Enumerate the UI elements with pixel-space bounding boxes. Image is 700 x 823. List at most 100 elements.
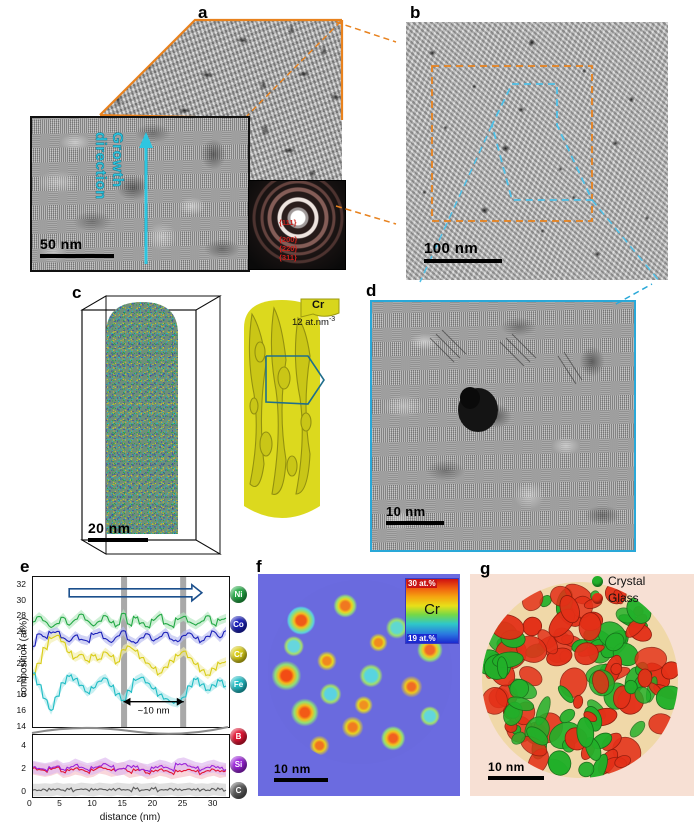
y-tick-label: 2: [21, 763, 26, 774]
panel-d-features: [429, 329, 583, 432]
glass-color-dot: [592, 592, 603, 604]
legend-item-crystal: Crystal: [592, 574, 645, 588]
legend-ball-label: B: [235, 732, 242, 741]
panel-f-letter: f: [256, 557, 262, 576]
panel-b-image: [406, 22, 668, 280]
cr-flag-label: Cr: [312, 299, 325, 311]
legend-ball-label: Ni: [234, 590, 243, 599]
phase-blob: [610, 662, 623, 675]
legend-ball-label: Si: [234, 760, 243, 769]
panel-e: e composition (at%) ~10 nm 14 16 18 20 22 24 2…: [0, 556, 252, 823]
phase-blob: [634, 686, 652, 704]
panel-c-letter: c: [72, 283, 82, 302]
cr-isosurface-value-text: 12 at.nm: [292, 317, 329, 329]
panel-a-diffraction-inset: {111} {200} {220} {311}: [248, 180, 346, 270]
panel-g: g Crystal Glass 10 nm: [464, 556, 700, 800]
phase-blob: [592, 670, 609, 694]
panel-a-scalebar-text: 50 nm: [40, 236, 83, 252]
panel-b-overlays: [419, 65, 661, 283]
y-tick-label: 18: [16, 689, 26, 700]
panel-d-letter: d: [366, 281, 377, 300]
phase-blob: [547, 750, 572, 776]
legend-ball-label: Co: [233, 620, 244, 629]
panel-d-image: [370, 300, 636, 552]
panel-c-scalebar-text: 20 nm: [88, 520, 131, 536]
phase-blob: [576, 717, 595, 748]
cube-edge-diag: [244, 19, 343, 119]
y-tick-label: 22: [16, 657, 26, 668]
chart-xticks: 0 5 10 15 20 25 30: [27, 798, 228, 812]
phase-blob: [526, 726, 549, 746]
panel-g-letter: g: [480, 559, 491, 578]
panel-g-legend: Crystal Glass: [592, 574, 645, 605]
legend-label-glass: Glass: [608, 591, 639, 605]
chart-upper-subplot: ~10 nm: [32, 576, 230, 728]
phase-blob: [559, 708, 576, 724]
phase-blob: [578, 612, 602, 641]
panel-a-scalebar: 50 nm: [40, 236, 114, 258]
y-tick-label: 24: [16, 642, 26, 653]
phase-blob: [661, 661, 678, 680]
panel-a-letter: a: [198, 3, 208, 22]
connector-a-to-b: [335, 21, 397, 225]
phase-blob: [578, 761, 595, 778]
phase-blob: [557, 685, 574, 703]
legend-ball-c: C: [230, 782, 247, 799]
legend-label-crystal: Crystal: [608, 574, 646, 588]
panel-f-scalebar-line: [274, 778, 328, 782]
connector-b-to-d: [615, 283, 653, 305]
direction-arrow-annotation: [68, 583, 204, 603]
panel-b-letter: b: [410, 3, 421, 22]
phase-blob: [637, 668, 653, 688]
panel-b: b 100 nm: [392, 0, 700, 285]
panel-g-scalebar-line: [488, 776, 544, 780]
chart-lower-subplot: [32, 734, 230, 798]
panel-b-inner-roi: [491, 83, 594, 201]
chart-legend: Ni Co Cr Fe B Si C: [230, 586, 252, 799]
legend-item-glass: Glass: [592, 591, 645, 605]
diffraction-ring-220: {220}: [279, 244, 298, 253]
panel-g-scalebar-text: 10 nm: [488, 760, 525, 774]
panel-c: c 20 nm: [58, 282, 358, 555]
legend-ball-label: C: [235, 786, 242, 795]
panel-a: a Growth direction: [0, 0, 350, 285]
panel-g-phase-map: [482, 582, 678, 778]
phase-blob: [496, 656, 508, 679]
y-tick-label: 30: [16, 594, 26, 605]
panel-b-outer-roi: [431, 65, 593, 222]
panel-b-scalebar-text: 100 nm: [424, 240, 479, 257]
panel-c-apt-box: [80, 295, 222, 555]
y-tick-label: 0: [21, 786, 26, 797]
colorbar-min-label: 19 at.%: [407, 634, 437, 643]
spacing-annotation: ~10 nm: [123, 697, 184, 717]
y-tick-label: 26: [16, 626, 26, 637]
panel-d-scalebar: 10 nm: [386, 504, 444, 525]
flag-icon: [300, 298, 340, 318]
phase-blob: [574, 642, 599, 666]
phase-blob: [509, 678, 530, 699]
cube-edge-top: [99, 18, 342, 116]
legend-ball-cr: Cr: [230, 646, 247, 663]
colorbar-element-label: Cr: [424, 601, 440, 618]
panel-f-colorbar: 30 at.% Cr 19 at.%: [405, 578, 459, 644]
phase-blob: [613, 589, 624, 605]
diffraction-ring-311: {311}: [279, 253, 297, 262]
diffraction-ring-200: {200}: [279, 235, 298, 244]
legend-ball-fe: Fe: [230, 676, 247, 693]
phase-blob: [629, 720, 646, 738]
panel-c-cr-isosurface: [244, 300, 325, 518]
y-tick-label: 14: [16, 721, 26, 731]
panel-a-scalebar-line: [40, 254, 114, 258]
legend-ball-label: Fe: [233, 680, 244, 689]
legend-ball-si: Si: [230, 756, 247, 773]
panel-d: d 10 nm: [358, 282, 700, 554]
y-tick-label: 16: [16, 705, 26, 716]
chart-xlabel: distance (nm): [99, 812, 161, 823]
panel-c-scalebar-line: [88, 538, 148, 542]
y-tick-label: 4: [21, 740, 26, 751]
legend-ball-b: B: [230, 728, 247, 745]
panel-d-scalebar-text: 10 nm: [386, 504, 426, 519]
panel-b-scalebar: 100 nm: [424, 240, 502, 263]
panel-d-scalebar-line: [386, 521, 444, 525]
